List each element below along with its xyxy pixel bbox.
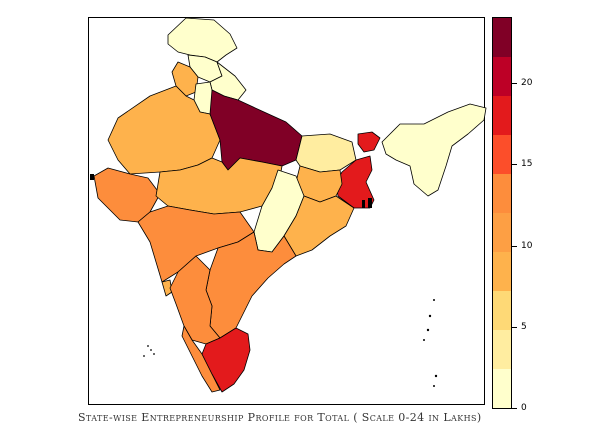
legend-tick-label: 5 xyxy=(521,321,527,332)
legend-swatch xyxy=(493,252,511,291)
legend-tick-mark xyxy=(512,326,517,328)
legend-swatch xyxy=(493,96,511,135)
region-bihar xyxy=(295,133,357,173)
legend-tick-label: 15 xyxy=(521,159,533,170)
region-punjab xyxy=(171,61,199,97)
legend-swatch xyxy=(493,291,511,330)
legend-tick-mark xyxy=(512,245,517,247)
region-tamil-nadu xyxy=(201,327,251,393)
bangladesh-coast-marks xyxy=(90,174,372,208)
color-legend xyxy=(492,17,512,409)
legend-swatch xyxy=(493,57,511,96)
region-uttar-pradesh xyxy=(209,89,303,171)
legend-tick-label: 10 xyxy=(521,240,533,251)
region-sikkim xyxy=(357,131,381,153)
region-odisha xyxy=(283,195,355,257)
legend-tick-label: 0 xyxy=(521,403,527,413)
region-rajasthan xyxy=(107,85,221,175)
legend-swatch xyxy=(493,174,511,213)
map-caption: State-wise Entrepreneurship Profile for … xyxy=(78,411,482,424)
legend-swatch xyxy=(493,135,511,174)
legend-tick-mark xyxy=(512,408,517,409)
legend-swatch xyxy=(493,330,511,369)
legend-tick-label: 20 xyxy=(521,78,533,88)
region-jammu-kashmir xyxy=(167,17,238,63)
island-markers xyxy=(143,299,438,387)
region-kerala xyxy=(181,325,221,393)
region-northeast xyxy=(381,103,487,197)
legend-swatch xyxy=(493,369,511,408)
legend-swatch xyxy=(493,213,511,252)
legend-tick-mark xyxy=(512,83,517,84)
legend-tick-mark xyxy=(512,164,517,166)
region-telangana-andhra xyxy=(205,231,297,339)
legend-swatch xyxy=(493,18,511,57)
